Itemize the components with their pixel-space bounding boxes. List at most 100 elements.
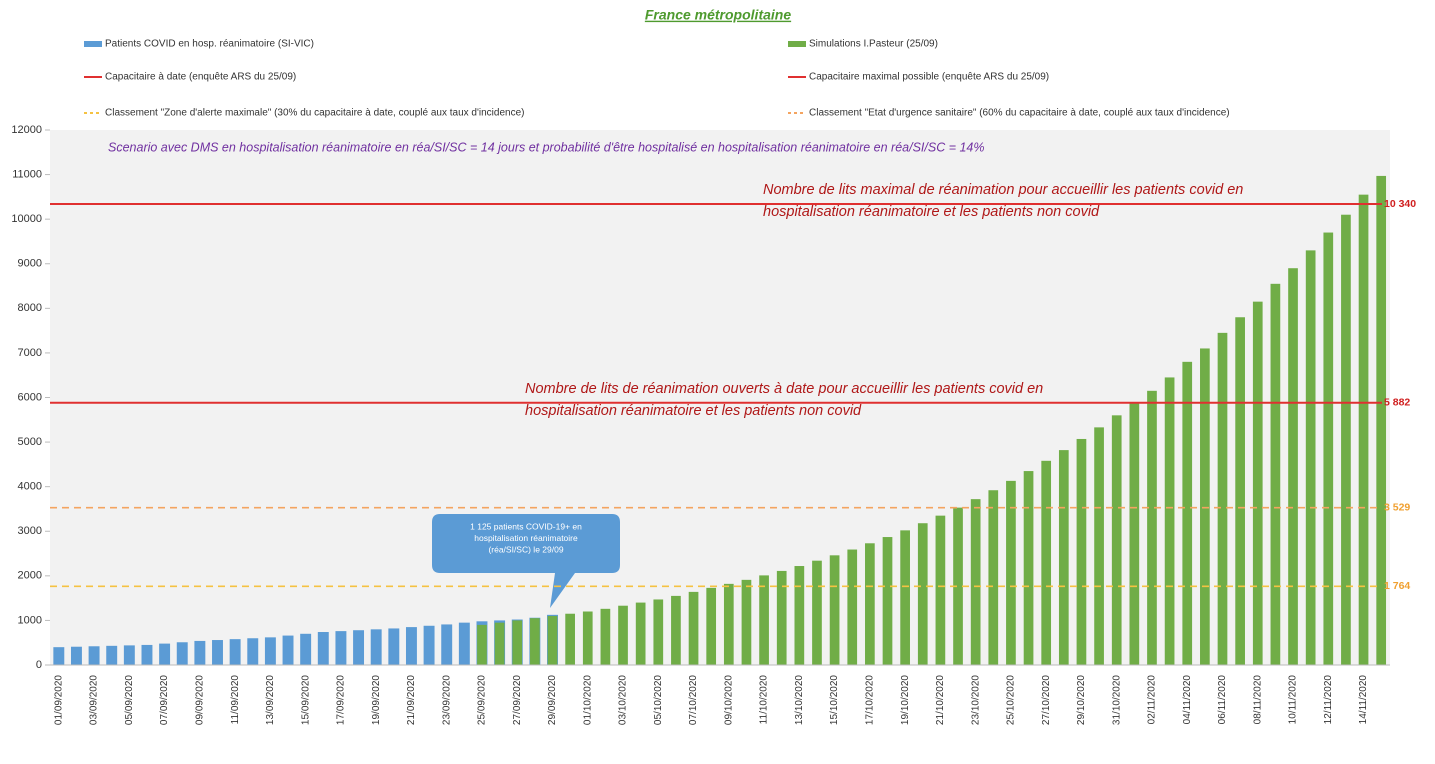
x-tick-label: 17/09/2020: [336, 675, 347, 725]
bar: [723, 583, 734, 665]
bar: [1252, 301, 1263, 665]
x-tick-label: 21/10/2020: [935, 675, 946, 725]
bar: [1111, 415, 1122, 665]
x-tick-label: 01/09/2020: [53, 675, 64, 725]
y-tick-label: 5000: [18, 436, 42, 448]
x-tick-label: 09/09/2020: [195, 675, 206, 725]
x-tick-label: 05/10/2020: [653, 675, 664, 725]
x-tick-label: 04/11/2020: [1182, 675, 1193, 725]
bar: [618, 605, 628, 665]
x-tick-label: 01/10/2020: [582, 675, 593, 725]
bar: [229, 639, 241, 665]
y-tick-label: 0: [36, 659, 42, 671]
bar: [706, 587, 717, 665]
bar: [1305, 250, 1316, 665]
y-tick-label: 4000: [18, 481, 42, 493]
bar: [405, 627, 417, 665]
bar: [1341, 214, 1351, 666]
bar: [388, 628, 400, 665]
bar: [1358, 194, 1369, 666]
callout-text: 1 125 patients COVID-19+ en: [470, 521, 582, 531]
annotation: hospitalisation réanimatoire et les pati…: [525, 403, 862, 419]
legend-label: Simulations I.Pasteur (25/09): [809, 39, 938, 50]
bar: [106, 645, 118, 665]
x-tick-label: 14/11/2020: [1358, 675, 1369, 725]
x-tick-label: 13/10/2020: [794, 675, 805, 725]
x-tick-label: 25/10/2020: [1006, 675, 1017, 725]
bar: [900, 530, 910, 665]
bar: [1376, 175, 1387, 665]
x-tick-label: 21/09/2020: [406, 675, 417, 725]
bar: [88, 646, 100, 665]
x-tick-label: 12/11/2020: [1323, 675, 1334, 725]
annotation: hospitalisation réanimatoire et les pati…: [763, 204, 1100, 220]
reference-label: 10 340: [1384, 198, 1416, 210]
bar: [829, 555, 840, 665]
x-tick-label: 03/09/2020: [89, 675, 100, 725]
bar: [370, 629, 382, 665]
bar: [917, 523, 928, 665]
x-tick-label: 07/09/2020: [159, 675, 170, 725]
bar: [882, 537, 893, 665]
x-tick-label: 23/10/2020: [970, 675, 981, 725]
bar: [759, 575, 769, 665]
callout: [432, 514, 620, 608]
x-tick-label: 07/10/2020: [688, 675, 699, 725]
y-tick-label: 6000: [18, 391, 42, 403]
bar: [635, 602, 646, 665]
bar: [1200, 348, 1210, 665]
x-tick-label: 13/09/2020: [265, 675, 276, 725]
legend-swatch: [788, 41, 806, 47]
bar: [812, 560, 822, 665]
legend-label: Patients COVID en hosp. réanimatoire (SI…: [105, 39, 314, 50]
legend-label: Classement "Zone d'alerte maximale" (30%…: [105, 108, 524, 119]
y-tick-label: 11000: [12, 168, 42, 180]
callout-text: hospitalisation réanimatoire: [474, 533, 578, 543]
bar: [194, 640, 206, 665]
bar: [988, 490, 999, 665]
callout-box: [432, 514, 620, 608]
bar: [776, 570, 787, 665]
bar: [1023, 471, 1034, 665]
bar: [865, 543, 875, 665]
legend-label: Capacitaire maximal possible (enquête AR…: [809, 72, 1049, 83]
bar: [317, 632, 329, 665]
bar: [282, 635, 294, 665]
bar: [477, 624, 487, 665]
x-tick-label: 29/10/2020: [1076, 675, 1087, 725]
bar: [741, 579, 752, 665]
x-tick-label: 10/11/2020: [1288, 675, 1299, 725]
x-tick-label: 27/09/2020: [512, 675, 523, 725]
y-tick-label: 3000: [18, 525, 42, 537]
bar: [582, 611, 593, 665]
x-tick-label: 09/10/2020: [723, 675, 734, 725]
bar: [1094, 427, 1104, 665]
bar: [423, 625, 435, 665]
legend-label: Classement "Etat d'urgence sanitaire" (6…: [809, 108, 1230, 119]
x-tick-label: 02/11/2020: [1147, 675, 1158, 725]
bar: [176, 642, 188, 665]
y-tick-label: 2000: [18, 570, 42, 582]
bar: [1182, 361, 1193, 665]
x-tick-label: 03/10/2020: [618, 675, 629, 725]
bar: [1076, 438, 1087, 665]
x-tick-label: 15/09/2020: [300, 675, 311, 725]
y-tick-label: 12000: [11, 124, 42, 136]
legend-swatch: [84, 41, 102, 47]
bar: [335, 631, 347, 665]
x-tick-label: 25/09/2020: [477, 675, 488, 725]
x-tick-label: 11/09/2020: [230, 675, 241, 725]
x-tick-label: 11/10/2020: [759, 675, 770, 725]
bar: [1235, 317, 1245, 665]
bar: [794, 566, 805, 665]
bar: [1164, 377, 1175, 665]
bar: [600, 608, 611, 665]
x-tick-label: 05/09/2020: [124, 675, 135, 725]
bar: [688, 591, 699, 665]
bar: [565, 613, 575, 665]
bar: [141, 644, 153, 665]
bar: [1041, 460, 1052, 665]
bar: [300, 633, 312, 665]
x-tick-label: 23/09/2020: [441, 675, 452, 725]
